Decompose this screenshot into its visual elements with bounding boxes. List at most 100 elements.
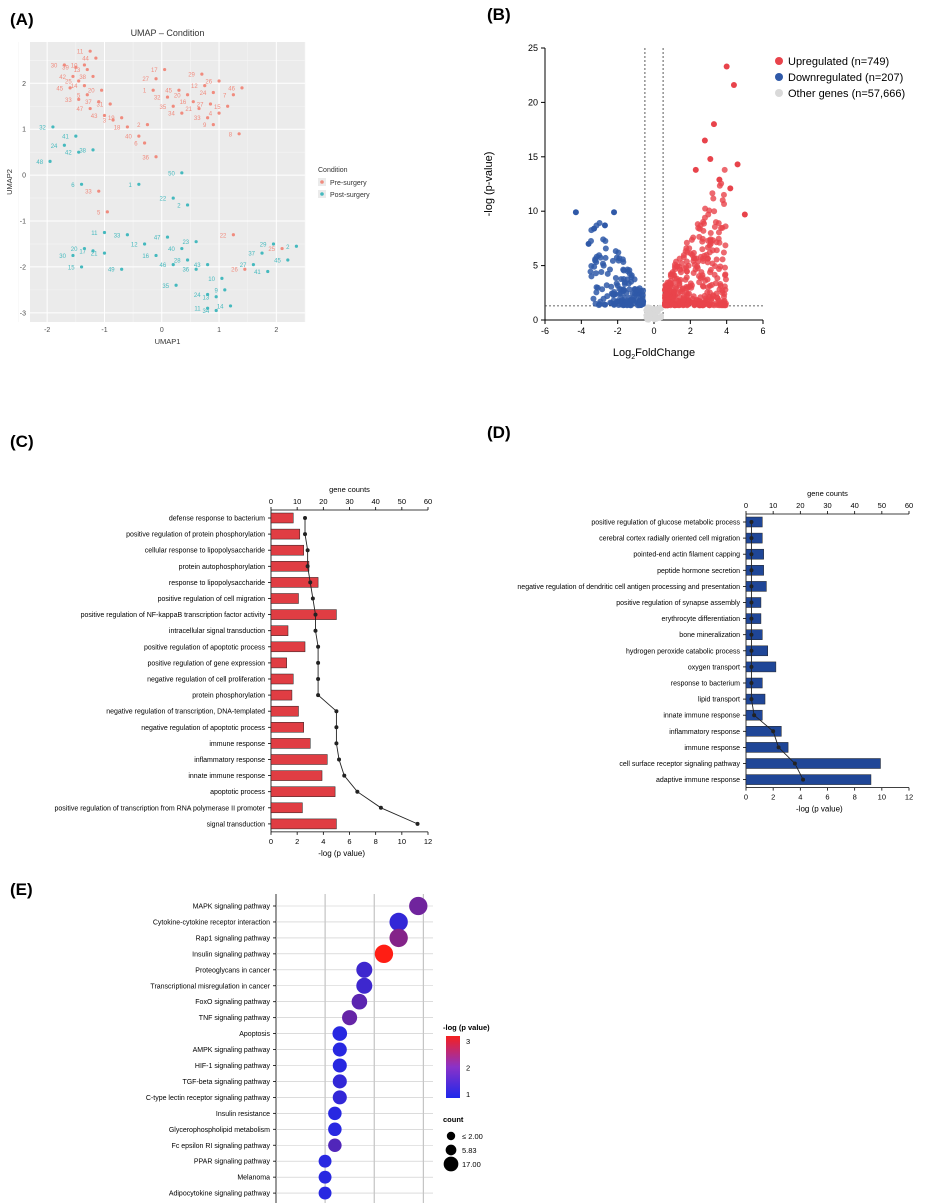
panel-e-bubble [389,928,408,948]
panel-a-point-label: 46 [160,263,167,269]
panel-a-point-label: 25 [268,247,275,253]
panel-a-x-tick-label: 2 [274,327,278,334]
panel-b-point-up [677,288,684,295]
panel-a-point-label: 14 [217,304,224,310]
panel-b-point-up [722,271,729,278]
panel-d-top-tick-label: 10 [769,501,777,510]
panel-d-bar [745,645,768,657]
panel-a-point-label: 26 [205,80,212,86]
panel-e-category-label: Transcriptional misregulation in cancer [150,983,270,990]
panel-d-chart: 0 10 20 30 40 50 60 gene counts 0 2 4 6 8 10 12 -log (p… [517,489,913,814]
panel-a-point [88,106,92,111]
panel-b-y-tick-label: 25 [528,43,538,53]
panel-a-point [165,235,170,239]
panel-a-point [125,233,129,237]
panel-a-point [48,159,52,163]
panel-a-point-label: 15 [68,265,75,271]
panel-b-point-up [671,302,678,309]
panel-d-gene-count-point [771,729,776,734]
panel-d-top-tick-label: 50 [878,501,886,510]
panel-e-category-label: C-type lectin receptor signaling pathway [146,1095,271,1102]
panel-e-size-legend-label: ≤ 2.00 [462,1132,483,1141]
panel-e-bubble [409,896,428,916]
panel-b-legend-dot [775,89,783,97]
panel-a-point [280,246,284,251]
panel-c-category-label: negative regulation of cell proliferatio… [147,677,265,684]
panel-a-point [94,56,98,60]
panel-a-point [154,77,158,81]
panel-a-point-label: 29 [260,242,267,248]
panel-a-point-label: 11 [77,50,84,56]
panel-b-point-down [596,220,603,227]
panel-b-point-other [651,311,657,318]
panel-c-bottom-tick-label: 12 [424,837,432,846]
panel-a-point-label: 22 [220,233,227,239]
panel-e-size-legend-dot [443,1156,459,1172]
panel-c-gene-count-point [316,660,321,665]
panel-a-x-tick-label: -2 [44,327,50,334]
panel-a-point-label: 15 [214,105,221,111]
panel-b-point-up [741,211,748,218]
panel-e-bubble [332,1058,347,1073]
panel-d-category-label: negative regulation of dendritic cell an… [517,584,740,591]
panel-c-category-label: apoptotic process [210,789,265,796]
panel-a-point-label: 41 [62,135,69,141]
panel-e-bubble [328,1106,342,1121]
panel-label-d: (D) [487,423,511,442]
panel-c-top-tick-label: 30 [345,497,353,506]
panel-c-bottom-tick-label: 10 [398,837,406,846]
panel-a-point-label: 32 [154,96,161,102]
panel-e-bubble [332,1042,347,1057]
panel-a-y-label: UMAP2 [5,169,14,195]
panel-a-title: UMAP – Condition [131,28,205,38]
panel-a-point [151,88,155,92]
panel-a-point-label: 8 [229,132,233,138]
panel-c-gene-count-point [303,532,308,537]
panel-c-bar [270,625,289,636]
panel-e-size-legend-dot [445,1144,457,1156]
panel-b-point-up [696,301,703,308]
panel-d-gene-count-point [749,697,754,702]
panel-a-point-label: 43 [91,114,98,120]
panel-b-point-up [663,302,670,309]
panel-a-point [74,65,78,69]
panel-a-point-label: 36 [182,268,189,274]
panel-a-legend-dot [320,180,324,184]
panel-c-bar [270,609,337,620]
panel-a-legend-title: Condition [318,167,348,174]
panel-d-gene-count-point [749,681,754,685]
panel-e-category-label: TGF-beta signaling pathway [182,1079,270,1086]
panel-b-point-up [730,81,737,88]
panel-a-point-label: 43 [194,263,201,269]
panel-a-point-label: 1 [143,89,147,95]
panel-b-point-down [631,286,638,293]
panel-a-point-label: 39 [62,66,69,72]
panel-a-point-label: 22 [160,197,167,203]
panel-b-x-tick-label: 6 [760,326,765,336]
panel-e-category-label: FoxO signaling pathway [195,999,270,1006]
panel-b-point-down [631,276,638,283]
panel-b-point-up [711,208,718,215]
panel-b-y-label: -log (p-value) [483,152,495,217]
panel-c-gene-count-point [334,741,339,746]
panel-a-point [82,63,87,67]
panel-b-x-tick-label: -2 [614,326,622,336]
panel-a-point [97,100,101,104]
panel-a-point-label: 33 [85,190,92,196]
panel-e-bubble [328,1122,342,1137]
panel-b-point-up [701,292,708,299]
panel-a-point-label: 32 [39,125,46,131]
panel-a-point [82,84,87,88]
panel-a-point [62,63,66,67]
panel-d-category-label: erythrocyte differentiation [662,616,741,623]
panel-a-x-tick-label: 0 [160,327,164,334]
panel-b-y-tick-label: 10 [528,206,538,216]
panel-a-legend-label: Pre-surgery [330,180,367,187]
panel-a-point-label: 26 [231,268,238,274]
panel-a-point [200,72,204,76]
panel-c-gene-count-point [378,805,383,810]
panel-b-point-down [628,296,635,303]
panel-d-top-tick-label: 0 [744,501,748,510]
panel-a-point-label: 16 [180,100,187,106]
